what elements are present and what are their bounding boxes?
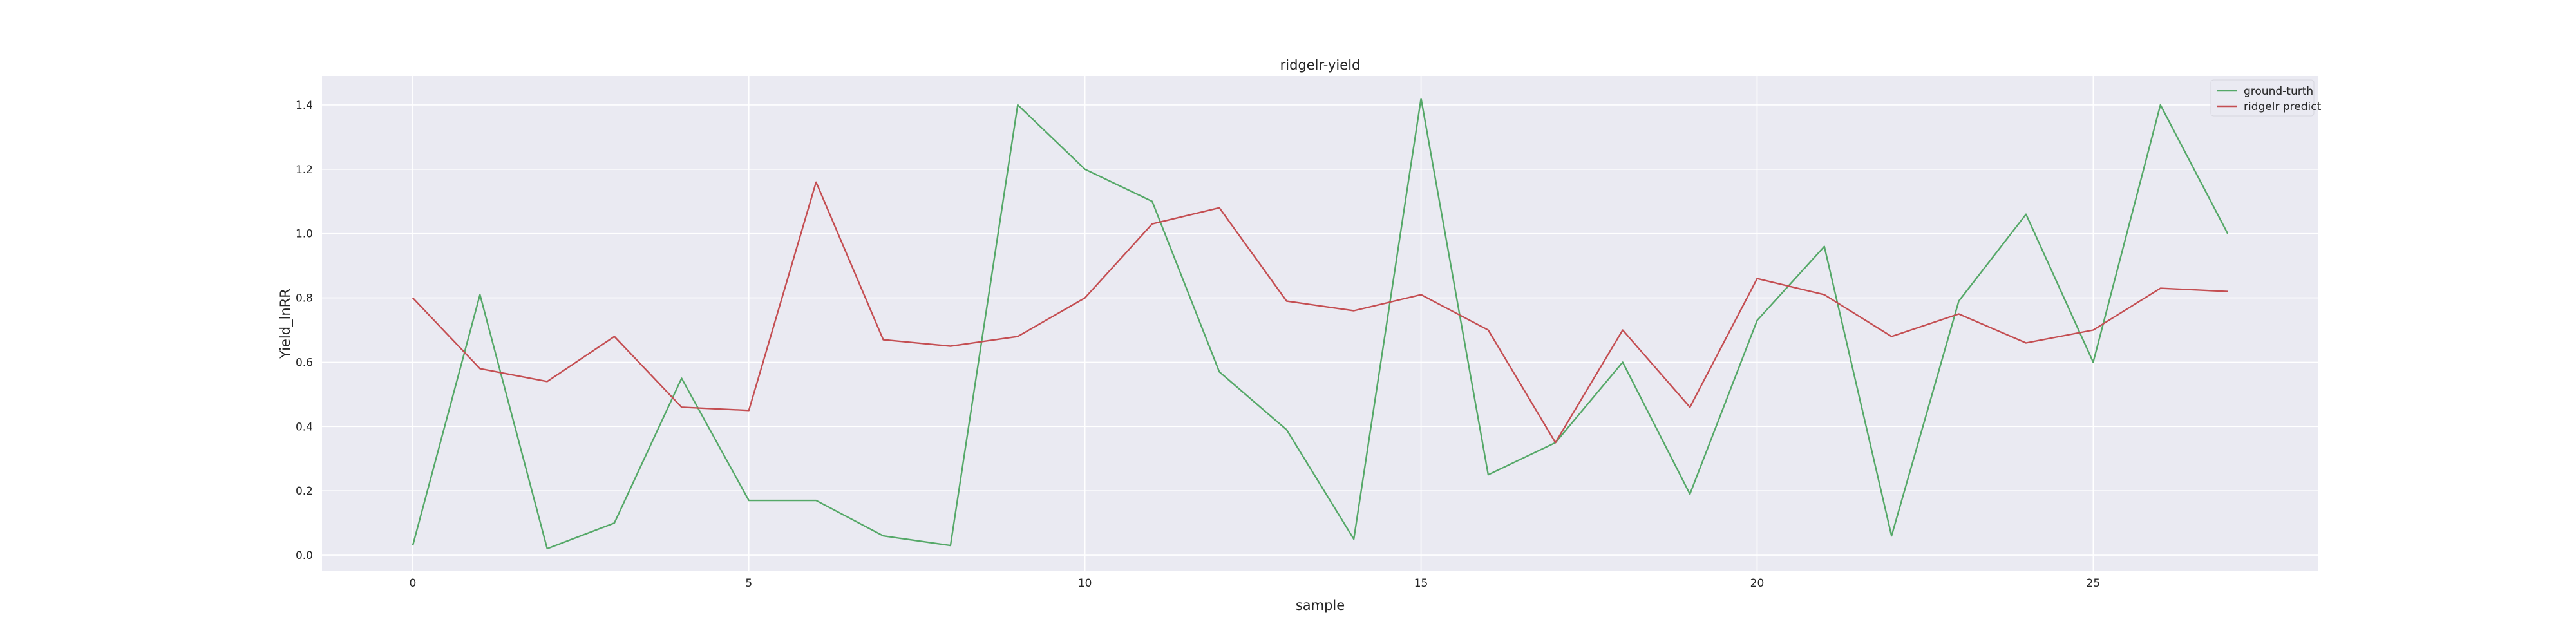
series-line-ridgelr-predict (412, 181, 2228, 444)
x-tick-label: 15 (1414, 577, 1428, 590)
plot-area (322, 76, 2318, 571)
y-tick-label: 0.6 (296, 356, 313, 369)
y-tick-label: 1.4 (296, 99, 313, 112)
x-tick-label: 5 (745, 577, 752, 590)
y-axis-label: Yield_lnRR (278, 289, 294, 359)
x-tick-label: 20 (1750, 577, 1765, 590)
y-tick-label: 1.2 (296, 164, 313, 176)
series-line-ground-turth (412, 97, 2229, 550)
y-tick-label: 0.2 (296, 485, 313, 498)
y-tick-label: 0.0 (296, 549, 313, 562)
axis-ticks: 0 5 10 15 20 25 0.0 0.2 0.4 0.6 0.8 1.0 1.2 1.4 (296, 99, 2100, 590)
x-tick-label: 25 (2087, 577, 2101, 590)
x-axis-label: sample (1296, 598, 1345, 613)
x-tick-label: 10 (1078, 577, 1092, 590)
chart-title: ridgelr-yield (1280, 57, 1361, 73)
x-tick-label: 0 (409, 577, 416, 590)
y-tick-label: 1.0 (296, 228, 313, 241)
grid-lines (322, 76, 2318, 571)
series-lines (412, 97, 2229, 550)
y-tick-label: 0.8 (296, 292, 313, 305)
legend: ground-turth ridgelr predict (2210, 79, 2322, 117)
y-tick-label: 0.4 (296, 421, 313, 433)
legend-label-ridgelr-predict: ridgelr predict (2244, 100, 2322, 113)
legend-label-ground-turth: ground-turth (2244, 85, 2313, 98)
